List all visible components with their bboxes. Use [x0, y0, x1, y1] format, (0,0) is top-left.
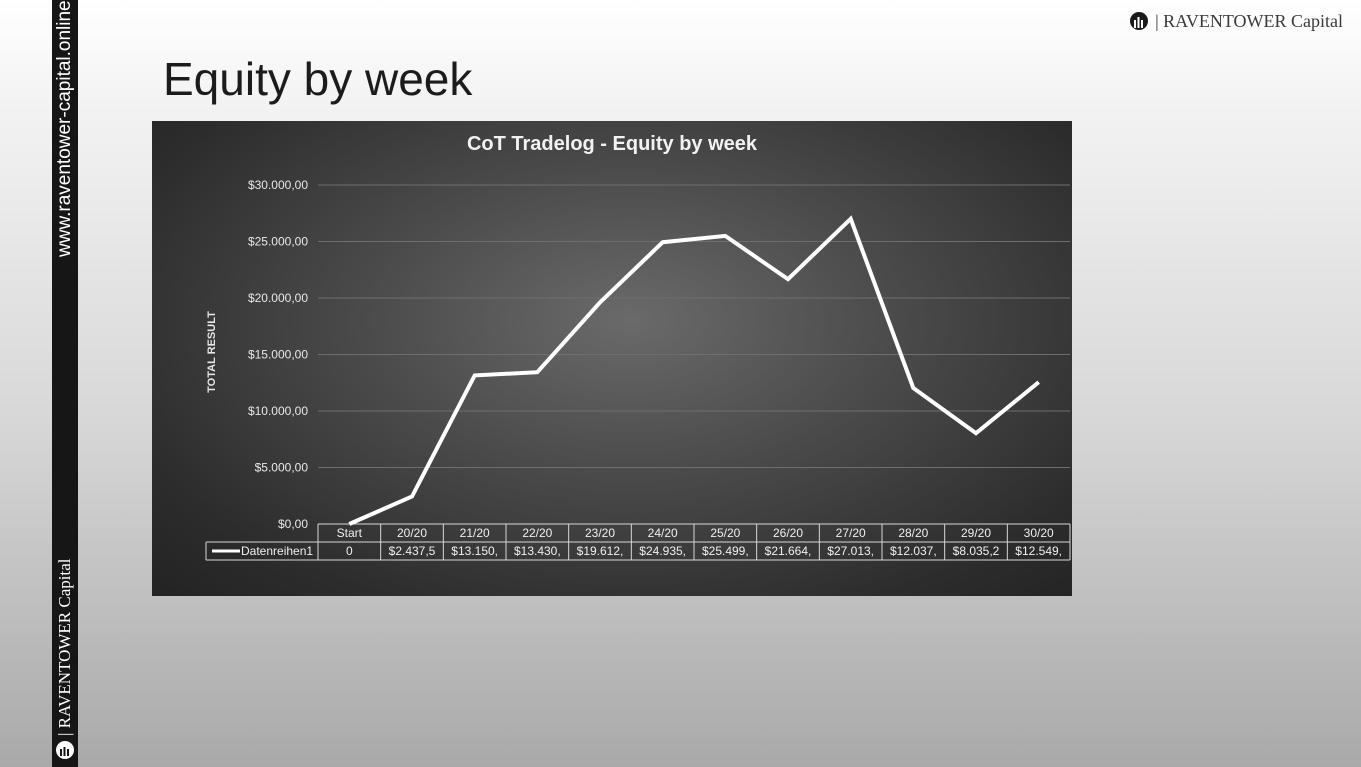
data-table-value: $19.612, — [577, 544, 624, 558]
x-tick-label: 26/20 — [773, 526, 803, 540]
header-brand: | RAVENTOWER Capital — [1155, 10, 1343, 31]
data-table-value: $8.035,2 — [953, 544, 1000, 558]
x-tick-label: 21/20 — [460, 526, 490, 540]
chart-title: CoT Tradelog - Equity by week — [466, 133, 758, 155]
data-table-value: $13.430, — [514, 544, 561, 558]
sidebar-brand: | RAVENTOWER Capital — [55, 558, 74, 737]
line-chart: $0,00 $5.000,00 $10.000,00 $15.000,00 $20.00… — [205, 178, 1071, 561]
header-logo: | RAVENTOWER Capital — [1129, 10, 1343, 32]
x-tick-label: 28/20 — [898, 526, 928, 540]
y-tick-label: $10.000,00 — [248, 404, 308, 418]
y-tick-label: $20.000,00 — [248, 291, 308, 305]
x-tick-label: 23/20 — [585, 526, 615, 540]
x-tick-label: 30/20 — [1024, 526, 1054, 540]
y-tick-label: $0,00 — [278, 517, 308, 531]
data-table-value: $27.013, — [827, 544, 874, 558]
legend-label: Datenreihen1 — [241, 544, 313, 558]
x-tick-label: Start — [337, 526, 363, 540]
data-table-value: $12.037, — [890, 544, 937, 558]
raventower-logo-icon — [56, 741, 74, 759]
x-tick-label: 24/20 — [648, 526, 678, 540]
data-table-value: $25.499, — [702, 544, 749, 558]
sidebar-url[interactable]: www.raventower-capital.online — [54, 0, 75, 257]
x-tick-label: 29/20 — [961, 526, 991, 540]
y-tick-label: $5.000,00 — [255, 461, 309, 475]
data-table-value: 0 — [346, 544, 353, 558]
chart-container: CoT Tradelog - Equity by week TOTAL RESU… — [152, 121, 1072, 596]
raventower-logo-icon — [1130, 12, 1149, 30]
x-tick-label: 25/20 — [710, 526, 740, 540]
x-tick-label: 27/20 — [836, 526, 866, 540]
series-line — [348, 215, 1040, 526]
data-table-value: $24.935, — [639, 544, 686, 558]
data-table-value: $13.150, — [451, 544, 498, 558]
data-table-value: $2.437,5 — [389, 544, 436, 558]
y-tick-label: $25.000,00 — [248, 235, 308, 249]
y-tick-label: $30.000,00 — [248, 178, 308, 192]
x-tick-label: 20/20 — [397, 526, 427, 540]
sidebar: www.raventower-capital.online | RAVENTOW… — [52, 0, 78, 767]
data-table-value: $21.664, — [765, 544, 812, 558]
data-table-value: $12.549, — [1015, 544, 1062, 558]
page-title: Equity by week — [163, 53, 473, 105]
x-tick-label: 22/20 — [522, 526, 552, 540]
y-tick-label: $15.000,00 — [248, 348, 308, 362]
